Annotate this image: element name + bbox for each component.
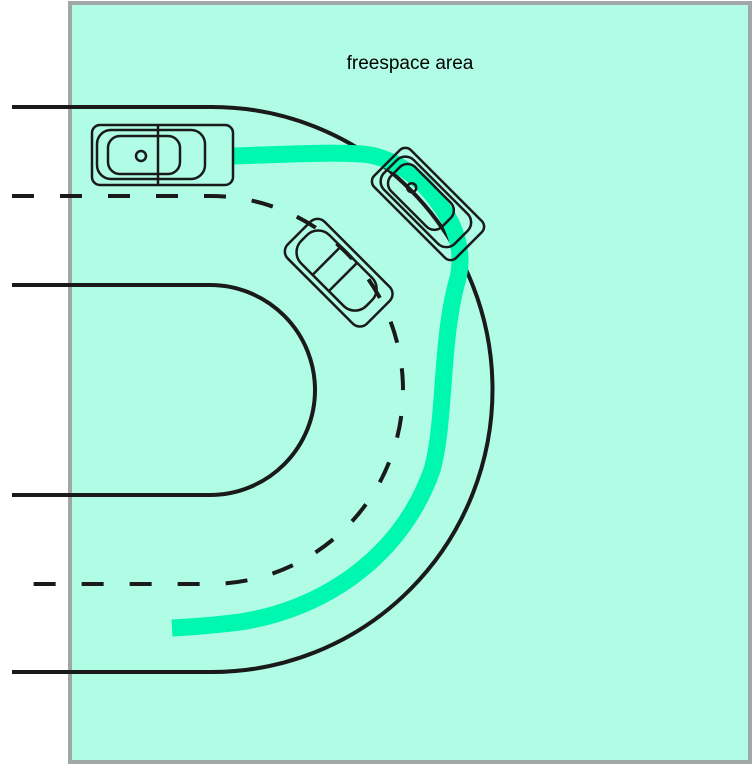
vehicle-other <box>283 217 394 328</box>
vehicle-start <box>90 123 235 187</box>
planned-trajectory <box>171 144 469 637</box>
center-lane-dashed-line <box>12 194 405 586</box>
outer-road-boundary <box>12 105 495 674</box>
vehicle-start-center-marker <box>134 149 148 163</box>
vehicle-turning <box>370 146 486 262</box>
freespace-area <box>68 1 752 764</box>
vehicle-turning-center-marker <box>405 181 418 194</box>
inner-road-boundary <box>12 283 317 497</box>
freespace-area-label: freespace area <box>347 53 474 74</box>
